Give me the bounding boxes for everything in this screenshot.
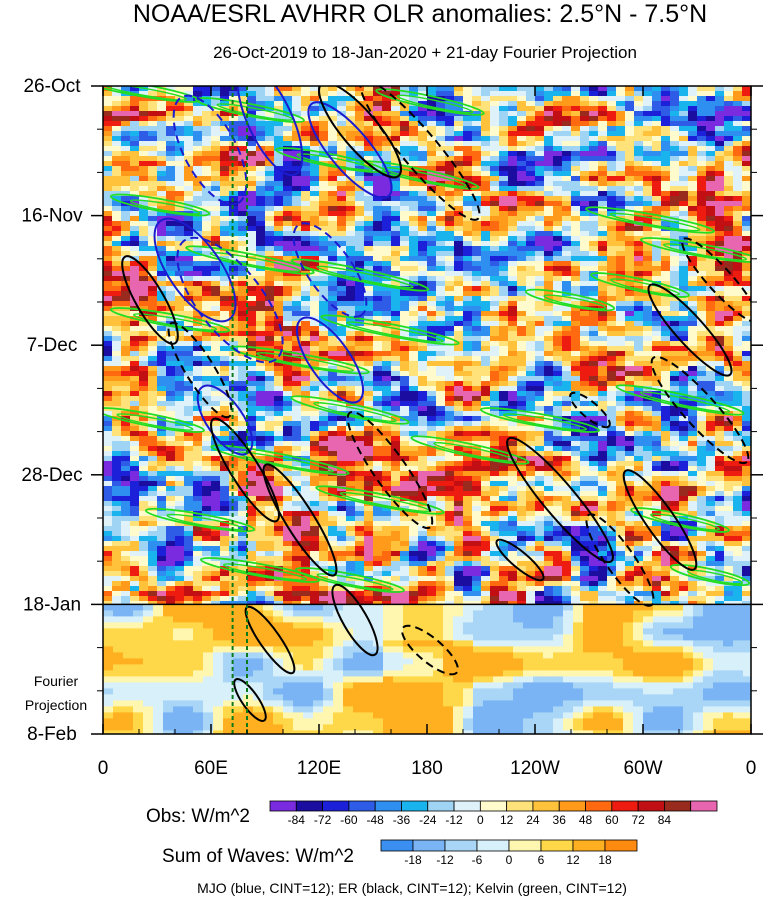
colorbar-tick-label: 6 (538, 853, 545, 867)
colorbar-tick-label: -72 (314, 813, 332, 827)
obs-anomaly-field (103, 86, 751, 607)
chart-title: NOAA/ESRL AVHRR OLR anomalies: 2.5°N - 7… (133, 0, 707, 28)
colorbar-tick-label: 48 (579, 813, 593, 827)
colorbar-tick-label: -60 (340, 813, 358, 827)
wave-contours (103, 86, 751, 722)
colorbar-tick-label: 0 (506, 853, 513, 867)
colorbar-swatch (604, 839, 638, 852)
obs-colorbar-label: Obs: W/m^2 (146, 806, 250, 827)
projection-label-line1: Fourier (34, 673, 79, 689)
colorbar-swatch (532, 800, 560, 812)
colorbar-swatch (322, 800, 350, 812)
colorbar-tick-label: 36 (553, 813, 567, 827)
colorbar-swatch (664, 800, 692, 812)
colorbar-swatch (637, 800, 665, 812)
y-tick-label: 26-Oct (23, 76, 81, 97)
x-tick-label: 120W (510, 758, 560, 779)
colorbar-tick-label: -6 (472, 853, 483, 867)
colorbar-tick-label: -36 (393, 813, 411, 827)
colorbar-swatch (508, 839, 542, 852)
y-tick-label: 28-Dec (21, 465, 82, 486)
colorbar-swatch (427, 800, 455, 812)
y-tick-label: 16-Nov (21, 206, 83, 227)
legend-note: MJO (blue, CINT=12); ER (black, CINT=12)… (197, 880, 627, 896)
colorbar-tick-label: -12 (445, 813, 463, 827)
obs-colorbar: -84 -72 -60 -48 -36 -24 -12 0 12 24 36 48 60 72 84 (269, 800, 718, 827)
colorbar-swatch (585, 800, 613, 812)
colorbar-swatch (572, 839, 606, 852)
colorbar-swatch (611, 800, 639, 812)
colorbar-tick-label: 84 (658, 813, 672, 827)
x-tick-label: 60E (194, 758, 228, 779)
colorbar-swatch (690, 800, 718, 812)
colorbar-swatch (558, 800, 586, 812)
x-tick-label: 180 (411, 758, 443, 779)
colorbar-swatch (506, 800, 534, 812)
colorbar-tick-label: 72 (631, 813, 645, 827)
reference-lines (231, 86, 248, 734)
colorbar-swatch (401, 800, 429, 812)
colorbar-tick-label: 60 (605, 813, 619, 827)
projection-label-line2: Projection (25, 697, 87, 713)
colorbar-tick-label: -48 (367, 813, 385, 827)
colorbar-tick-label: 0 (477, 813, 484, 827)
x-tick-label: 0 (746, 758, 757, 779)
y-tick-label: 18-Jan (23, 594, 81, 615)
colorbar-tick-label: -12 (436, 853, 454, 867)
colorbar-swatch (374, 800, 402, 812)
x-tick-label: 120E (297, 758, 341, 779)
colorbar-swatch (412, 839, 446, 852)
colorbar-tick-label: -84 (288, 813, 306, 827)
plot-area (103, 86, 751, 734)
colorbar-swatch (479, 800, 508, 812)
y-tick-label: 8-Feb (27, 724, 77, 745)
y-tick-label: 7-Dec (27, 335, 78, 356)
chart-subtitle: 26-Oct-2019 to 18-Jan-2020 + 21-day Four… (213, 43, 637, 62)
colorbar-swatch (444, 839, 478, 852)
colorbar-tick-label: 12 (566, 853, 580, 867)
colorbar-swatch (380, 839, 414, 852)
colorbar-tick-label: 24 (526, 813, 540, 827)
waves-colorbar: -18 -12 -6 0 6 12 18 (380, 839, 638, 867)
projection-anomaly-field (103, 604, 751, 734)
waves-colorbar-label: Sum of Waves: W/m^2 (162, 846, 354, 867)
colorbar-tick-label: -24 (419, 813, 437, 827)
x-axis: 0 60E 120E 180 120W 60W 0 (98, 86, 757, 779)
colorbar-swatch (348, 800, 376, 812)
colorbar-swatch (476, 839, 510, 852)
colorbar-tick-label: 18 (598, 853, 612, 867)
colorbar-tick-label: 12 (500, 813, 514, 827)
y-axis: 26-Oct 16-Nov 7-Dec 28-Dec 18-Jan 8-Feb (21, 76, 763, 745)
x-tick-label: 60W (623, 758, 662, 779)
colorbar-tick-label: -18 (404, 853, 422, 867)
colorbar-swatch (269, 800, 297, 812)
colorbar-swatch (540, 839, 574, 852)
colorbar-swatch (295, 800, 323, 812)
colorbar-swatch (453, 800, 481, 812)
x-tick-label: 0 (98, 758, 109, 779)
